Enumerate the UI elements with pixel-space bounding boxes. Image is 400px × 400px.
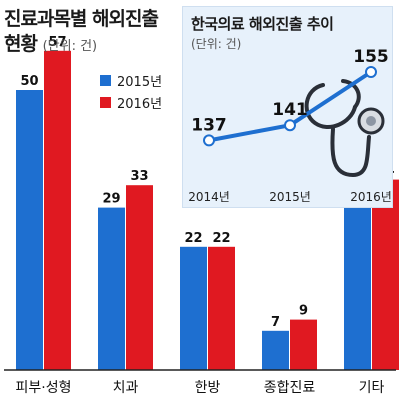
- bar-value-label-3-1: 9: [299, 304, 308, 319]
- trend-point-2: [365, 66, 377, 78]
- bar-value-label-2-0: 22: [184, 231, 202, 246]
- legend-item-2016: 2016년: [100, 94, 163, 112]
- trend-value-label-2: 155: [353, 47, 389, 67]
- category-label-4: 기타: [359, 380, 385, 396]
- stethoscope-ear-tube-left: [304, 83, 357, 129]
- bar-value-label-0-1: 57: [48, 35, 66, 50]
- inset-unit: (단위: 건): [191, 37, 242, 51]
- legend-swatch-2015: [100, 74, 111, 86]
- bar-value-label-1-0: 29: [102, 192, 120, 207]
- chart-title-line1: 진료과목별 해외진출: [4, 8, 159, 30]
- chart-unit: (단위: 건): [42, 39, 98, 54]
- bar-4-1: [372, 179, 399, 370]
- chart-title-line2: 현황 (단위: 건): [4, 29, 97, 56]
- trend-point-0: [203, 134, 215, 147]
- bar-3-0: [262, 330, 289, 370]
- category-label-3: 종합진료: [264, 380, 316, 396]
- stethoscope-icon: [304, 79, 385, 178]
- category-label-1: 치과: [113, 380, 139, 396]
- bar-0-1: [44, 50, 71, 371]
- trend-year-label-0: 2014년: [188, 190, 230, 204]
- bar-value-label-0-0: 50: [20, 74, 38, 89]
- trend-year-label-1: 2015년: [269, 190, 311, 204]
- legend-swatch-2016: [100, 96, 111, 108]
- bar-value-label-2-1: 22: [212, 231, 230, 246]
- inset-title: 한국의료 해외진출 추이: [191, 15, 334, 33]
- bar-value-label-3-0: 7: [271, 315, 280, 330]
- legend-item-2015: 2015년: [100, 72, 163, 90]
- bar-4-0: [344, 202, 371, 370]
- stethoscope-chest-center: [366, 116, 376, 126]
- trend-point-1: [284, 119, 296, 132]
- bar-1-0: [98, 207, 125, 370]
- stethoscope-ear-tube-right: [341, 79, 361, 109]
- trend-value-label-0: 137: [191, 115, 227, 135]
- bar-3-1: [290, 319, 317, 370]
- bar-2-1: [208, 246, 235, 370]
- trend-line-chart: 137 2014년 141 2015년 155 2016년: [188, 47, 392, 204]
- stethoscope-main-tube: [330, 127, 371, 178]
- bar-1-1: [126, 185, 153, 370]
- bar-value-label-1-1: 33: [130, 169, 148, 184]
- bar-0-0: [16, 90, 43, 370]
- legend-label-2016: 2016년: [117, 96, 163, 112]
- trend-value-label-1: 141: [272, 100, 308, 120]
- chart-title-line2-text: 현황: [4, 33, 38, 55]
- trend-inset: 한국의료 해외진출 추이 (단위: 건) 137 2014년 141 2015년 155…: [182, 6, 393, 208]
- category-label-2: 한방: [195, 380, 221, 396]
- trend-year-label-2: 2016년: [350, 190, 392, 204]
- bar-2-0: [180, 246, 207, 370]
- legend-label-2015: 2015년: [117, 74, 163, 90]
- category-label-0: 피부·성형: [16, 380, 72, 396]
